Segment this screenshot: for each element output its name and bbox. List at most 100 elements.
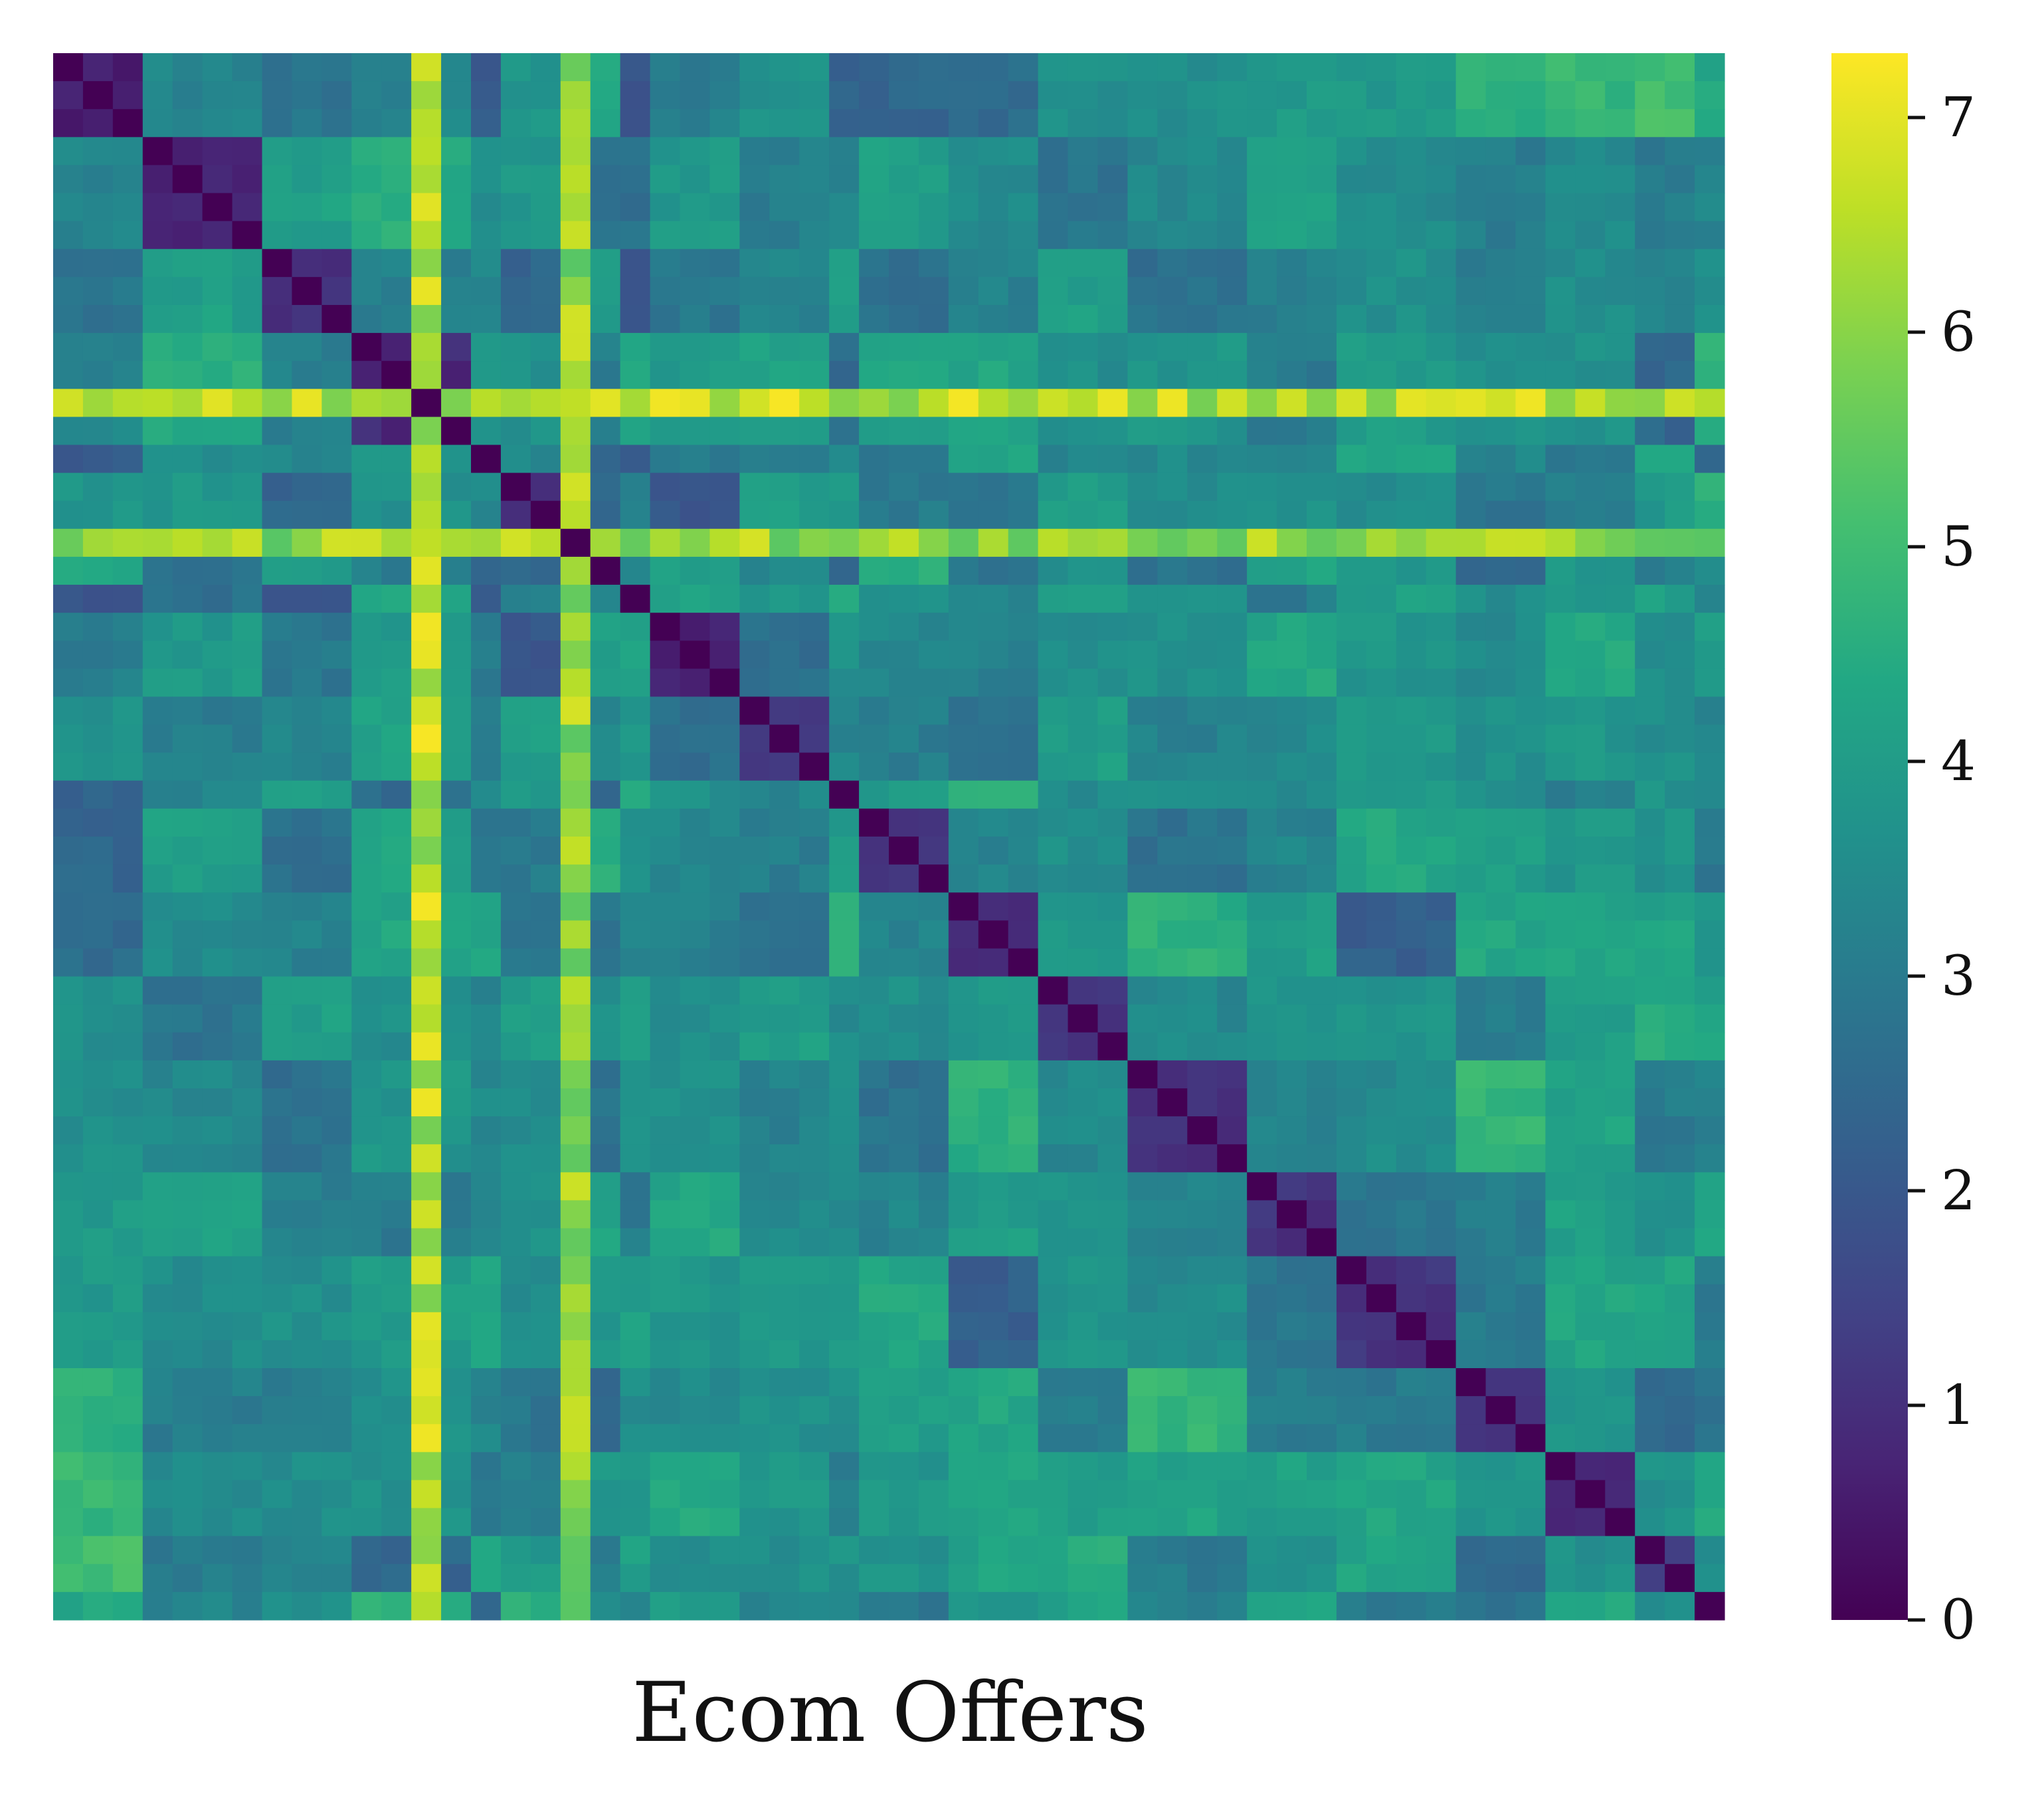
heatmap-cell bbox=[829, 837, 860, 865]
heatmap-cell bbox=[441, 613, 472, 641]
heatmap-cell bbox=[202, 864, 233, 893]
heatmap-cell bbox=[978, 1284, 1009, 1313]
heatmap-cell bbox=[948, 724, 979, 754]
heatmap-cell bbox=[709, 948, 740, 977]
heatmap-cell bbox=[1545, 53, 1576, 82]
heatmap-cell bbox=[1545, 361, 1576, 389]
heatmap-cell bbox=[590, 948, 621, 977]
heatmap-cell bbox=[1455, 920, 1487, 950]
heatmap-cell bbox=[1217, 1508, 1248, 1537]
heatmap-cell bbox=[202, 1563, 233, 1593]
heatmap-cell bbox=[769, 1480, 800, 1509]
heatmap-cell bbox=[680, 445, 711, 474]
heatmap-cell bbox=[322, 976, 352, 1005]
heatmap-cell bbox=[1396, 837, 1427, 865]
heatmap-cell bbox=[1127, 1424, 1158, 1453]
heatmap-cell bbox=[351, 1424, 382, 1453]
heatmap-cell bbox=[112, 1284, 143, 1313]
heatmap-cell bbox=[1545, 1340, 1576, 1369]
heatmap-cell bbox=[680, 1452, 711, 1481]
heatmap-cell bbox=[202, 752, 233, 781]
heatmap-cell bbox=[650, 81, 681, 110]
heatmap-cell bbox=[262, 752, 293, 781]
heatmap-cell bbox=[1366, 109, 1397, 138]
heatmap-cell bbox=[889, 276, 919, 306]
heatmap-cell bbox=[620, 1004, 651, 1033]
heatmap-cell bbox=[202, 1452, 233, 1481]
heatmap-cell bbox=[1545, 472, 1576, 502]
heatmap-cell bbox=[232, 1060, 263, 1089]
heatmap-cell bbox=[1336, 445, 1367, 474]
heatmap-cell bbox=[650, 389, 681, 417]
heatmap-cell bbox=[889, 1563, 919, 1593]
heatmap-cell bbox=[1068, 1591, 1099, 1621]
heatmap-cell bbox=[1277, 613, 1307, 641]
heatmap-cell bbox=[620, 1060, 651, 1089]
heatmap-cell bbox=[112, 1116, 143, 1145]
heatmap-cell bbox=[292, 193, 322, 222]
heatmap-cell bbox=[1515, 1228, 1546, 1257]
heatmap-cell bbox=[1545, 1200, 1576, 1229]
heatmap-cell bbox=[709, 892, 740, 921]
heatmap-cell bbox=[202, 1536, 233, 1565]
heatmap-cell bbox=[411, 1060, 442, 1089]
heatmap-cell bbox=[1605, 556, 1635, 585]
heatmap-cell bbox=[1635, 1424, 1665, 1453]
heatmap-cell bbox=[1336, 528, 1367, 557]
heatmap-cell bbox=[620, 193, 651, 222]
heatmap-cell bbox=[1695, 1060, 1725, 1089]
heatmap-cell bbox=[292, 1116, 322, 1145]
heatmap-cell bbox=[1695, 837, 1725, 865]
heatmap-cell bbox=[620, 500, 651, 530]
heatmap-cell bbox=[500, 1396, 531, 1425]
heatmap-cell bbox=[1068, 780, 1099, 809]
heatmap-cell bbox=[202, 613, 233, 641]
heatmap-cell bbox=[739, 892, 770, 921]
heatmap-cell bbox=[1635, 920, 1665, 950]
heatmap-cell bbox=[1307, 276, 1337, 306]
heatmap-cell bbox=[202, 389, 233, 417]
heatmap-cell bbox=[1605, 1004, 1635, 1033]
heatmap-cell bbox=[1307, 920, 1337, 950]
heatmap-cell bbox=[1605, 361, 1635, 389]
heatmap-cell bbox=[441, 276, 472, 306]
heatmap-cell bbox=[142, 920, 173, 950]
heatmap-cell bbox=[1605, 1536, 1635, 1565]
heatmap-cell bbox=[322, 1032, 352, 1061]
heatmap-cell bbox=[1575, 53, 1606, 82]
heatmap-cell bbox=[1157, 1088, 1188, 1117]
heatmap-cell bbox=[381, 445, 412, 474]
heatmap-cell bbox=[1038, 1032, 1069, 1061]
heatmap-cell bbox=[948, 417, 979, 446]
heatmap-cell bbox=[381, 361, 412, 389]
heatmap-cell bbox=[889, 613, 919, 641]
heatmap-cell bbox=[1187, 1368, 1218, 1397]
heatmap-cell bbox=[948, 892, 979, 921]
heatmap-cell bbox=[1366, 1591, 1397, 1621]
heatmap-cell bbox=[769, 221, 800, 250]
heatmap-cell bbox=[1605, 472, 1635, 502]
heatmap-cell bbox=[1217, 81, 1248, 110]
heatmap-cell bbox=[1008, 1536, 1039, 1565]
heatmap-cell bbox=[560, 1200, 591, 1229]
heatmap-cell bbox=[829, 193, 860, 222]
heatmap-cell bbox=[1217, 1368, 1248, 1397]
heatmap-cell bbox=[1157, 304, 1188, 334]
heatmap-cell bbox=[1396, 948, 1427, 977]
heatmap-cell bbox=[1307, 417, 1337, 446]
heatmap-cell bbox=[1038, 1172, 1069, 1201]
heatmap-cell bbox=[292, 1284, 322, 1313]
heatmap-cell bbox=[769, 1536, 800, 1565]
heatmap-cell bbox=[829, 1060, 860, 1089]
heatmap-cell bbox=[1008, 276, 1039, 306]
heatmap-cell bbox=[172, 1396, 203, 1425]
heatmap-cell bbox=[441, 1508, 472, 1537]
heatmap-cell bbox=[172, 585, 203, 613]
heatmap-cell bbox=[142, 193, 173, 222]
heatmap-cell bbox=[1008, 641, 1039, 669]
heatmap-cell bbox=[948, 808, 979, 837]
heatmap-cell bbox=[1665, 920, 1695, 950]
heatmap-cell bbox=[1605, 1508, 1635, 1537]
heatmap-cell bbox=[1336, 892, 1367, 921]
